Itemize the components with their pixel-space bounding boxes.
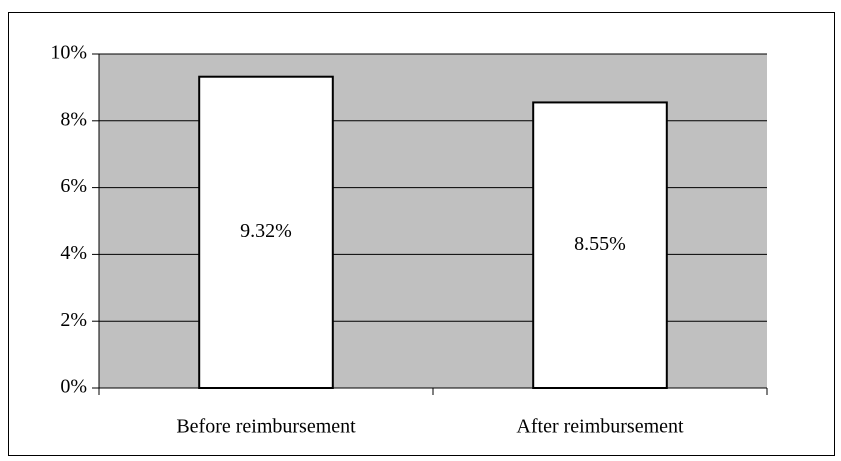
y-tick-label: 8% bbox=[60, 108, 87, 130]
y-tick-label: 4% bbox=[60, 242, 87, 264]
x-tick-label: After reimbursement bbox=[516, 416, 684, 438]
y-tick-label: 6% bbox=[60, 175, 87, 197]
x-tick-label: Before reimbursement bbox=[176, 416, 356, 438]
y-tick-label: 2% bbox=[60, 309, 87, 331]
y-tick-label: 0% bbox=[60, 376, 87, 398]
value-label: 9.32% bbox=[240, 220, 292, 242]
value-label: 8.55% bbox=[574, 233, 626, 255]
y-tick-label: 10% bbox=[50, 42, 87, 64]
